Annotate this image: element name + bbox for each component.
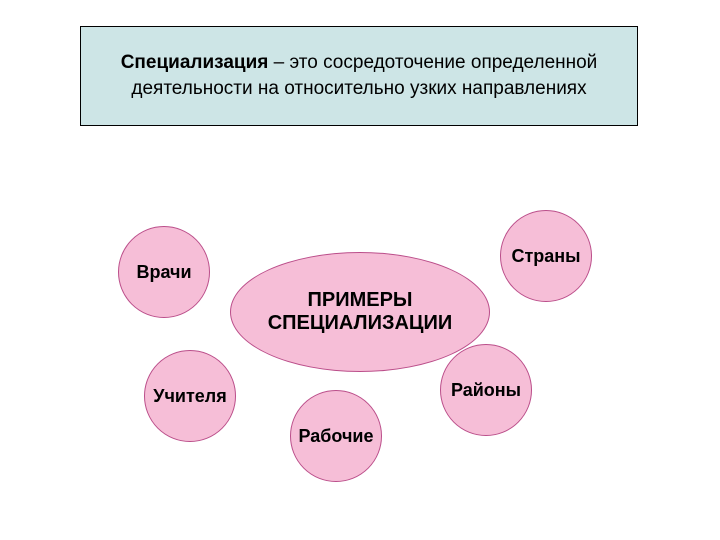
node-label: Учителя (153, 386, 226, 407)
node-vrachi: Врачи (118, 226, 210, 318)
definition-text: Специализация – это сосредоточение опред… (101, 50, 617, 101)
node-label: Районы (451, 380, 521, 401)
center-label: ПРИМЕРЫ СПЕЦИАЛИЗАЦИИ (237, 289, 483, 335)
definition-term: Специализация (121, 52, 269, 73)
node-rabochie: Рабочие (290, 390, 382, 482)
node-label: Рабочие (299, 426, 374, 447)
node-strany: Страны (500, 210, 592, 302)
definition-box: Специализация – это сосредоточение опред… (80, 26, 638, 126)
node-label: Страны (511, 246, 580, 267)
node-label: Врачи (136, 262, 191, 283)
center-ellipse: ПРИМЕРЫ СПЕЦИАЛИЗАЦИИ (230, 252, 490, 372)
node-uchitelya: Учителя (144, 350, 236, 442)
node-rayony: Районы (440, 344, 532, 436)
